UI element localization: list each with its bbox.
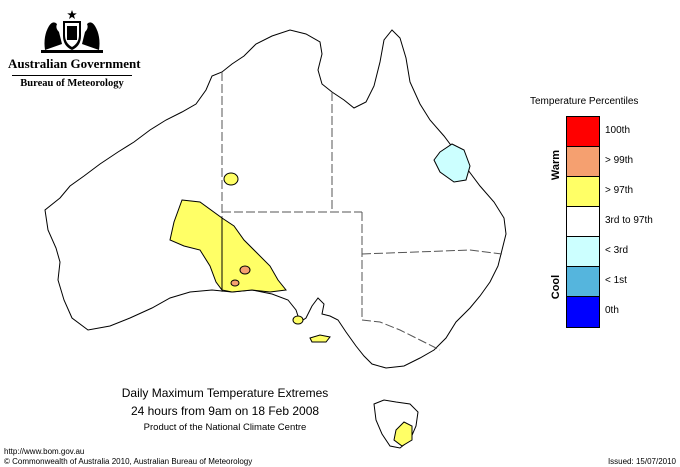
- region-tas-above-97th: [393, 421, 413, 447]
- legend-swatch-5: [567, 267, 599, 297]
- legend-cool-label: Cool: [550, 274, 563, 300]
- legend-swatch-1: [567, 147, 599, 177]
- legend-swatch-6: [567, 297, 599, 327]
- region-sa-above-99th-north: [239, 265, 251, 275]
- map-titles: Daily Maximum Temperature Extremes 24 ho…: [90, 386, 360, 433]
- region-gulf-above-97th: [292, 315, 304, 325]
- logo-divider: [12, 75, 132, 76]
- legend-label-0: 100th: [605, 125, 631, 136]
- bureau-name: Bureau of Meteorology: [20, 78, 124, 89]
- map-subtitle: 24 hours from 9am on 18 Feb 2008: [130, 404, 320, 418]
- copyright-notice: © Commonwealth of Australia 2010, Austra…: [4, 457, 253, 466]
- mainland-outline: [44, 29, 507, 369]
- government-name: Australian Government: [8, 56, 141, 71]
- legend-warm-label: Warm: [550, 149, 563, 181]
- issued-date: Issued: 15/07/2010: [607, 457, 676, 466]
- legend-swatch-2: [567, 177, 599, 207]
- government-logo: Australian Government Bureau of Meteorol…: [8, 10, 141, 89]
- legend-swatches: [566, 116, 600, 328]
- region-sa-above-97th: [221, 217, 287, 293]
- legend-swatch-3: [567, 207, 599, 237]
- map-product-note: Product of the National Climate Centre: [143, 422, 307, 433]
- region-qld-below-3rd: [433, 143, 471, 183]
- coat-of-arms-icon: [41, 10, 103, 53]
- region-sa-above-99th-south: [230, 279, 240, 287]
- legend-label-6: 0th: [605, 305, 619, 316]
- region-wa-above-97th: [169, 199, 223, 292]
- legend-label-5: < 1st: [605, 275, 627, 286]
- legend-label-2: > 97th: [605, 185, 634, 196]
- legend-swatch-0: [567, 117, 599, 147]
- website-link[interactable]: http://www.bom.gov.au: [4, 447, 85, 456]
- legend-title: Temperature Percentiles: [530, 96, 639, 107]
- legend-label-4: < 3rd: [605, 245, 629, 256]
- legend-label-1: > 99th: [605, 155, 634, 166]
- map-title: Daily Maximum Temperature Extremes: [121, 386, 329, 400]
- kangaroo-island: [309, 334, 331, 343]
- legend-label-3: 3rd to 97th: [605, 215, 653, 226]
- region-wa-north-above-97th: [223, 172, 239, 186]
- legend-swatch-4: [567, 237, 599, 267]
